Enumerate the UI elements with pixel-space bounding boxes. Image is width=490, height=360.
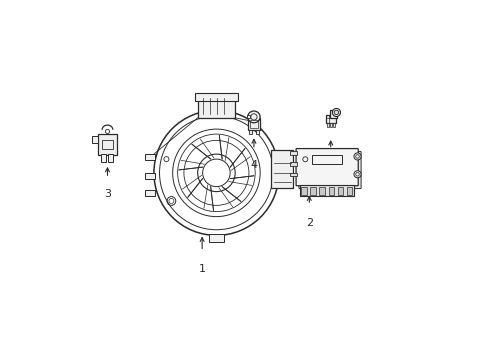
Bar: [301, 187, 307, 195]
Bar: [300, 185, 354, 197]
Bar: [326, 123, 329, 127]
Bar: [347, 187, 352, 195]
Bar: [248, 118, 260, 130]
Bar: [330, 123, 332, 127]
Bar: [108, 154, 113, 162]
Bar: [101, 154, 106, 162]
Bar: [338, 187, 343, 195]
Bar: [326, 114, 336, 123]
Bar: [249, 130, 252, 134]
Bar: [145, 173, 154, 179]
Bar: [102, 140, 113, 149]
Bar: [294, 165, 298, 175]
Text: 3: 3: [104, 189, 111, 199]
Circle shape: [332, 108, 341, 117]
Bar: [209, 234, 224, 242]
Bar: [92, 136, 98, 143]
Bar: [290, 162, 297, 166]
Bar: [145, 190, 154, 196]
Circle shape: [354, 171, 361, 178]
Bar: [310, 187, 316, 195]
Circle shape: [354, 153, 361, 160]
Bar: [250, 120, 258, 128]
Bar: [319, 187, 325, 195]
Bar: [256, 130, 259, 134]
Bar: [290, 152, 297, 155]
Text: 1: 1: [198, 264, 206, 274]
Bar: [330, 111, 337, 118]
Ellipse shape: [248, 111, 260, 123]
Bar: [247, 115, 250, 118]
Bar: [98, 134, 117, 155]
FancyBboxPatch shape: [299, 152, 361, 189]
Text: 2: 2: [306, 217, 313, 228]
FancyBboxPatch shape: [296, 149, 358, 186]
Bar: [145, 154, 154, 160]
Bar: [271, 150, 294, 188]
Bar: [290, 173, 297, 176]
Bar: [333, 123, 335, 127]
Bar: [328, 187, 334, 195]
Text: 5: 5: [327, 160, 334, 170]
Bar: [312, 156, 343, 164]
Bar: [197, 94, 235, 118]
Bar: [195, 93, 238, 101]
Text: 4: 4: [250, 160, 257, 170]
